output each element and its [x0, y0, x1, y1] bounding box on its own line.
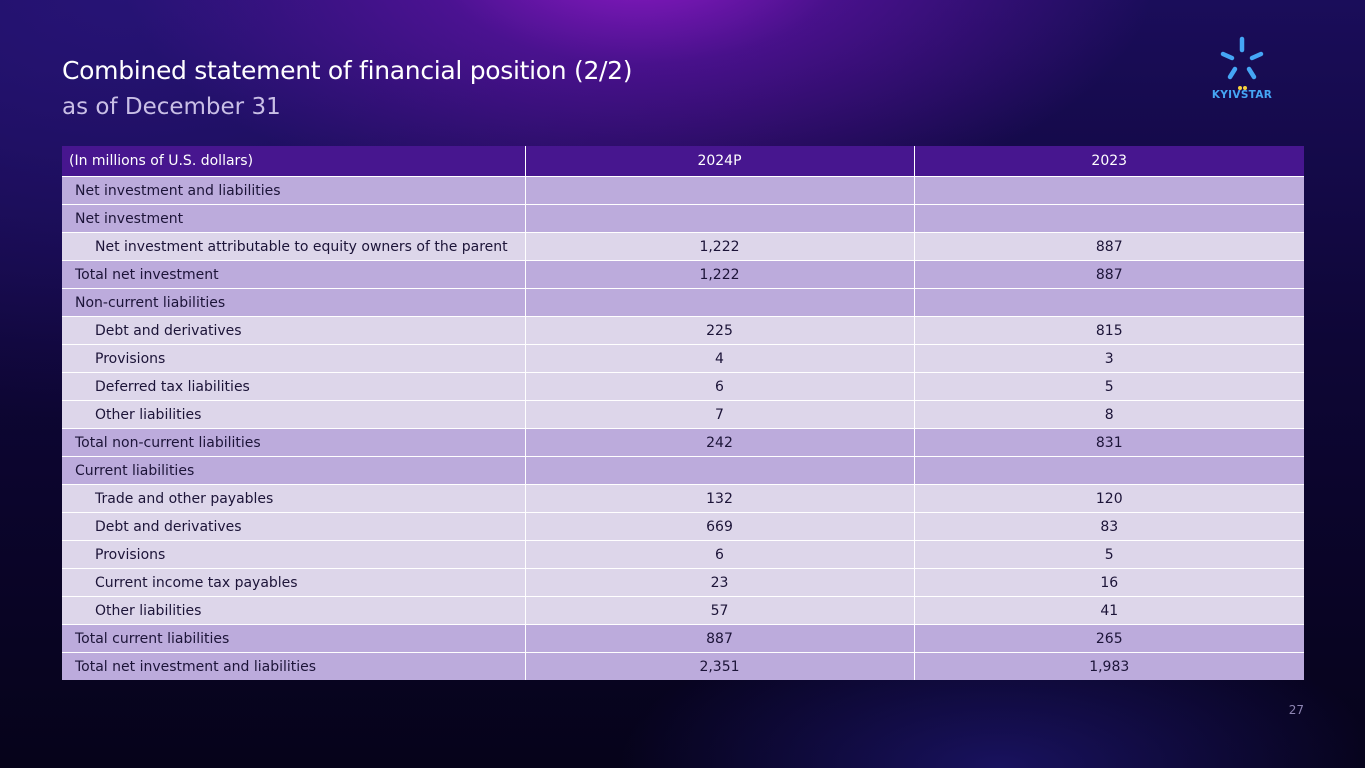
row-value-2024p	[525, 456, 915, 485]
table-body: Net investment and liabilities Net invest…	[62, 176, 1304, 680]
row-value-2024p	[525, 204, 915, 233]
row-value-2024p: 887	[525, 624, 915, 653]
row-value-2023: 265	[914, 624, 1304, 653]
row-value-2023	[914, 204, 1304, 233]
row-value-2023	[914, 288, 1304, 317]
row-value-2024p: 7	[525, 400, 915, 429]
row-value-2023: 887	[914, 260, 1304, 289]
row-value-2023: 83	[914, 512, 1304, 541]
table-row: Provisions 6 5	[62, 540, 1304, 569]
row-label: Provisions	[62, 344, 526, 373]
row-label: Other liabilities	[62, 400, 526, 429]
column-header-label: (In millions of U.S. dollars)	[62, 146, 526, 177]
financial-position-table: (In millions of U.S. dollars) 2024P 2023…	[62, 146, 1304, 680]
table-row: Non-current liabilities	[62, 288, 1304, 317]
table-row: Net investment attributable to equity ow…	[62, 232, 1304, 261]
page-subtitle: as of December 31	[62, 94, 281, 120]
page-title: Combined statement of financial position…	[62, 56, 633, 85]
row-label: Net investment attributable to equity ow…	[62, 232, 526, 261]
table-row: Total current liabilities 887 265	[62, 624, 1304, 653]
row-value-2024p: 23	[525, 568, 915, 597]
row-value-2023: 815	[914, 316, 1304, 345]
table-row: Deferred tax liabilities 6 5	[62, 372, 1304, 401]
kyivstar-logo: KYIVSTAR	[1208, 36, 1276, 106]
row-label: Trade and other payables	[62, 484, 526, 513]
row-value-2023	[914, 176, 1304, 205]
row-value-2024p: 1,222	[525, 232, 915, 261]
row-label: Current liabilities	[62, 456, 526, 485]
row-label: Net investment and liabilities	[62, 176, 526, 205]
row-value-2024p: 242	[525, 428, 915, 457]
row-value-2024p: 6	[525, 372, 915, 401]
table-row: Trade and other payables 132 120	[62, 484, 1304, 513]
table-header-row: (In millions of U.S. dollars) 2024P 2023	[62, 146, 1304, 177]
row-value-2024p: 225	[525, 316, 915, 345]
row-label: Deferred tax liabilities	[62, 372, 526, 401]
table-row: Net investment and liabilities	[62, 176, 1304, 205]
page-number: 27	[1288, 703, 1304, 717]
table-row: Total non-current liabilities 242 831	[62, 428, 1304, 457]
row-label: Net investment	[62, 204, 526, 233]
table-row: Debt and derivatives 225 815	[62, 316, 1304, 345]
column-header-2024p: 2024P	[525, 146, 915, 177]
row-label: Total net investment	[62, 260, 526, 289]
kyivstar-wordmark: KYIVSTAR	[1211, 89, 1273, 101]
row-value-2024p: 4	[525, 344, 915, 373]
row-value-2023	[914, 456, 1304, 485]
table-row: Other liabilities 57 41	[62, 596, 1304, 625]
table-row: Debt and derivatives 669 83	[62, 512, 1304, 541]
table-row: Provisions 4 3	[62, 344, 1304, 373]
row-value-2024p: 6	[525, 540, 915, 569]
table-row: Total net investment 1,222 887	[62, 260, 1304, 289]
row-label: Non-current liabilities	[62, 288, 526, 317]
row-label: Provisions	[62, 540, 526, 569]
row-label: Total net investment and liabilities	[62, 652, 526, 680]
row-value-2023: 3	[914, 344, 1304, 373]
table-row: Current liabilities	[62, 456, 1304, 485]
row-label: Other liabilities	[62, 596, 526, 625]
row-value-2024p: 669	[525, 512, 915, 541]
row-value-2024p	[525, 288, 915, 317]
table-row: Other liabilities 7 8	[62, 400, 1304, 429]
row-value-2023: 41	[914, 596, 1304, 625]
row-value-2024p: 57	[525, 596, 915, 625]
row-value-2023: 1,983	[914, 652, 1304, 680]
row-value-2024p: 132	[525, 484, 915, 513]
table-row: Net investment	[62, 204, 1304, 233]
row-value-2023: 831	[914, 428, 1304, 457]
row-label: Total non-current liabilities	[62, 428, 526, 457]
kyivstar-star-icon	[1220, 36, 1264, 90]
row-label: Debt and derivatives	[62, 512, 526, 541]
row-label: Total current liabilities	[62, 624, 526, 653]
row-label: Debt and derivatives	[62, 316, 526, 345]
column-header-2023: 2023	[914, 146, 1304, 177]
row-value-2024p: 1,222	[525, 260, 915, 289]
row-value-2023: 16	[914, 568, 1304, 597]
row-value-2023: 5	[914, 372, 1304, 401]
row-value-2024p	[525, 176, 915, 205]
table-row: Current income tax payables 23 16	[62, 568, 1304, 597]
row-value-2024p: 2,351	[525, 652, 915, 680]
table-row: Total net investment and liabilities 2,35…	[62, 652, 1304, 680]
row-value-2023: 8	[914, 400, 1304, 429]
row-value-2023: 120	[914, 484, 1304, 513]
row-label: Current income tax payables	[62, 568, 526, 597]
row-value-2023: 887	[914, 232, 1304, 261]
row-value-2023: 5	[914, 540, 1304, 569]
